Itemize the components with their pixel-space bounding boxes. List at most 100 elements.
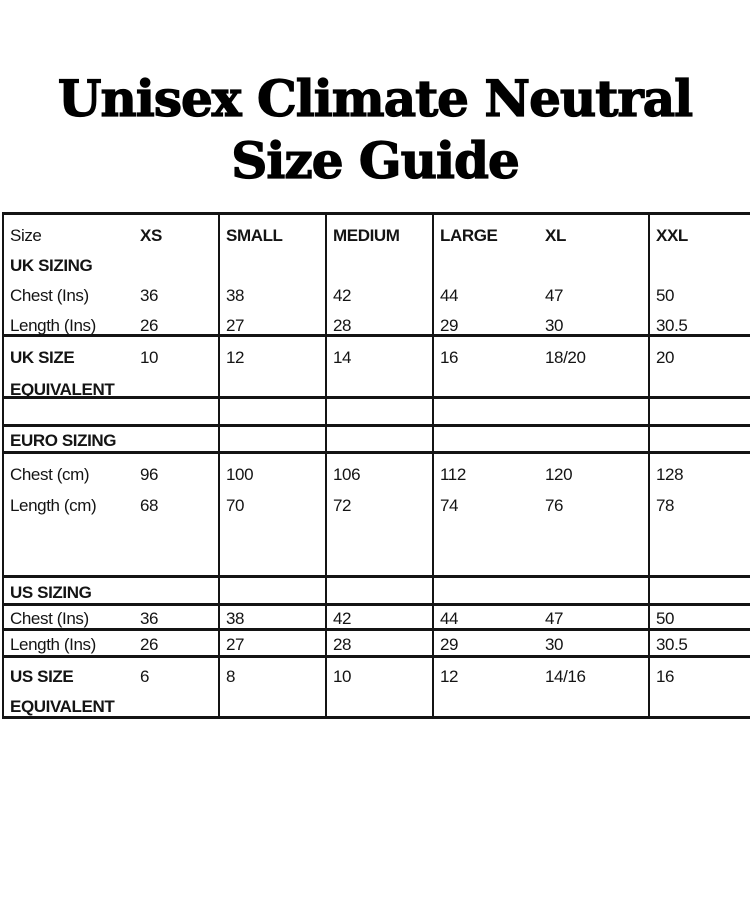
uk-large-xl-cell: LARGE XL 44 47 29 30 xyxy=(432,215,648,334)
col-header-large: LARGE xyxy=(440,226,498,245)
us-length-label: Length (Ins) xyxy=(10,635,96,654)
col-header-xl: XL xyxy=(545,226,566,245)
us-sizing-label: US SIZING xyxy=(10,583,92,602)
empty-cell xyxy=(325,427,432,451)
us-length-xs: 26 xyxy=(140,635,159,654)
euro-length-xs: 68 xyxy=(140,496,159,515)
empty-cell xyxy=(432,578,648,603)
uk-small-cell: SMALL 38 27 xyxy=(218,215,325,334)
us-equiv-label-line2: EQUIVALENT xyxy=(10,697,115,716)
us-equiv-small: 8 xyxy=(226,667,236,686)
uk-length-xxl: 30.5 xyxy=(656,316,688,334)
us-chest-small-cell: 38 xyxy=(218,606,325,628)
uk-equiv-medium-cell: 14 xyxy=(325,337,432,396)
us-chest-line: Chest (Ins) 36 xyxy=(10,608,218,628)
col-header-medium: MEDIUM xyxy=(333,226,400,245)
uk-equiv-xs: 10 xyxy=(140,348,159,367)
uk-chest-large: 44 xyxy=(440,286,459,305)
uk-chest-label: Chest (Ins) xyxy=(10,286,89,305)
us-equiv-xxl: 16 xyxy=(656,667,675,686)
euro-chest-medium: 106 xyxy=(333,465,361,484)
uk-length-xs: 26 xyxy=(140,316,159,334)
euro-length-small: 70 xyxy=(226,496,245,515)
section-euro-sizing-heading: EURO SIZING xyxy=(2,424,750,451)
uk-chest-xs: 36 xyxy=(140,286,159,305)
empty-cell xyxy=(432,427,648,451)
uk-length-label: Length (Ins) xyxy=(10,316,96,334)
empty-cell xyxy=(432,399,648,424)
euro-length-label: Length (cm) xyxy=(10,496,97,515)
euro-large-xl-cell: 112 120 74 76 xyxy=(432,454,648,575)
section-us-chest: Chest (Ins) 36 38 42 44 47 50 xyxy=(2,603,750,628)
section-us-length: Length (Ins) 26 27 28 29 30 30.5 xyxy=(2,628,750,655)
us-equiv-medium: 10 xyxy=(333,667,352,686)
uk-equiv-label-line2: EQUIVALENT xyxy=(10,380,115,396)
empty-cell xyxy=(218,399,325,424)
euro-chest-label: Chest (cm) xyxy=(10,465,90,484)
uk-equiv-large-xl-line: 16 18/20 xyxy=(440,342,648,374)
uk-chest-xl: 47 xyxy=(545,286,564,305)
uk-length-line: Length (Ins) 26 xyxy=(10,311,218,334)
spacer xyxy=(656,251,750,281)
header-size-xs-line: Size XS xyxy=(10,221,218,251)
euro-chest-xl: 120 xyxy=(545,465,573,484)
section-uk-sizing: Size XS UK SIZING Chest (Ins) 36 Length … xyxy=(2,212,750,334)
us-equiv-xxl-cell: 16 xyxy=(648,658,750,716)
size-guide-table: Size XS UK SIZING Chest (Ins) 36 Length … xyxy=(2,212,750,719)
uk-equiv-xxl: 20 xyxy=(656,348,675,367)
us-chest-label-cell: Chest (Ins) 36 xyxy=(2,606,218,628)
page-title: Unisex Climate Neutral Size Guide xyxy=(0,68,750,192)
us-sizing-label-cell: US SIZING xyxy=(2,578,218,603)
section-uk-size-equivalent: UK SIZE 10 EQUIVALENT 12 14 16 18/20 20 xyxy=(2,334,750,396)
uk-length-large: 29 xyxy=(440,316,459,334)
uk-chest-small: 38 xyxy=(226,286,245,305)
page-title-line2: Size Guide xyxy=(231,130,521,190)
us-chest-small: 38 xyxy=(226,609,245,628)
us-equiv-small-cell: 8 xyxy=(218,658,325,716)
us-length-large-xl-line: 29 30 xyxy=(440,634,648,655)
uk-equiv-xxl-cell: 20 xyxy=(648,337,750,396)
euro-chest-large: 112 xyxy=(440,465,466,484)
euro-labels-xs-cell: Chest (cm) 96 Length (cm) 68 xyxy=(2,454,218,575)
us-chest-medium-cell: 42 xyxy=(325,606,432,628)
euro-chest-line: Chest (cm) 96 xyxy=(10,459,218,490)
euro-length-medium: 72 xyxy=(333,496,352,515)
euro-small-cell: 100 70 xyxy=(218,454,325,575)
page-title-line1: Unisex Climate Neutral xyxy=(57,68,694,128)
us-length-xxl-cell: 30.5 xyxy=(648,631,750,655)
spacer xyxy=(226,251,325,281)
uk-medium-cell: MEDIUM 42 28 xyxy=(325,215,432,334)
empty-cell xyxy=(218,578,325,603)
euro-sizing-label-cell: EURO SIZING xyxy=(2,427,218,451)
us-equiv-medium-cell: 10 xyxy=(325,658,432,716)
uk-length-small: 27 xyxy=(226,316,245,334)
uk-chest-large-xl-line: 44 47 xyxy=(440,281,648,311)
us-chest-xl: 47 xyxy=(545,609,564,628)
us-chest-large-xl-line: 44 47 xyxy=(440,608,648,628)
size-column-label: Size xyxy=(10,226,42,245)
spacer xyxy=(440,251,648,281)
empty-cell xyxy=(218,427,325,451)
col-header-small: SMALL xyxy=(226,226,283,245)
us-chest-large: 44 xyxy=(440,609,459,628)
us-length-small: 27 xyxy=(226,635,245,654)
us-length-large: 29 xyxy=(440,635,459,654)
us-equiv-large: 12 xyxy=(440,667,459,686)
section-empty-row xyxy=(2,396,750,424)
euro-chest-xs: 96 xyxy=(140,465,159,484)
us-chest-large-xl-cell: 44 47 xyxy=(432,606,648,628)
uk-equiv-xl: 18/20 xyxy=(545,348,586,367)
euro-medium-cell: 106 72 xyxy=(325,454,432,575)
euro-chest-xxl: 128 xyxy=(656,465,684,484)
uk-length-xl: 30 xyxy=(545,316,564,334)
us-equiv-xs: 6 xyxy=(140,667,150,686)
euro-xxl-cell: 128 78 xyxy=(648,454,750,575)
us-equiv-xl: 14/16 xyxy=(545,667,586,686)
us-equiv-label-line1: US SIZE xyxy=(10,667,74,686)
euro-length-xxl: 78 xyxy=(656,496,675,515)
us-equiv-large-xl-line: 12 14/16 xyxy=(440,662,648,692)
uk-equiv-small-cell: 12 xyxy=(218,337,325,396)
uk-xxl-cell: XXL 50 30.5 xyxy=(648,215,750,334)
us-length-large-xl-cell: 29 30 xyxy=(432,631,648,655)
uk-sizing-label: UK SIZING xyxy=(10,256,93,275)
